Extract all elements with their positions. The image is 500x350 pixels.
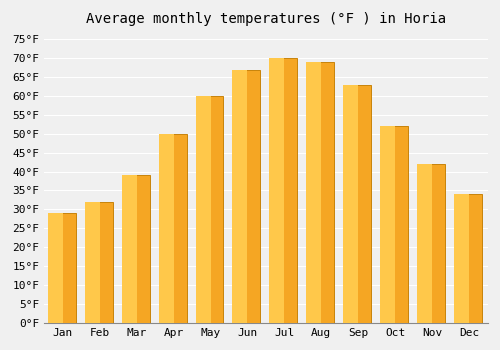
Bar (234, 70, 260, 323)
Bar (272, 58, 297, 323)
Bar (85, 202, 100, 323)
Bar (454, 194, 469, 323)
Bar (48, 213, 63, 323)
Bar (50, 213, 76, 323)
Bar (306, 62, 322, 323)
Bar (122, 175, 136, 323)
Bar (198, 96, 224, 323)
Bar (346, 85, 371, 323)
Bar (124, 175, 150, 323)
Bar (232, 70, 248, 323)
Bar (419, 164, 445, 323)
Bar (417, 164, 432, 323)
Bar (344, 85, 358, 323)
Bar (270, 58, 284, 323)
Bar (382, 126, 408, 323)
Bar (308, 62, 334, 323)
Bar (380, 126, 395, 323)
Bar (158, 134, 174, 323)
Bar (456, 194, 482, 323)
Bar (196, 96, 210, 323)
Bar (160, 134, 186, 323)
Title: Average monthly temperatures (°F ) in Horia: Average monthly temperatures (°F ) in Ho… (86, 13, 446, 27)
Bar (87, 202, 112, 323)
